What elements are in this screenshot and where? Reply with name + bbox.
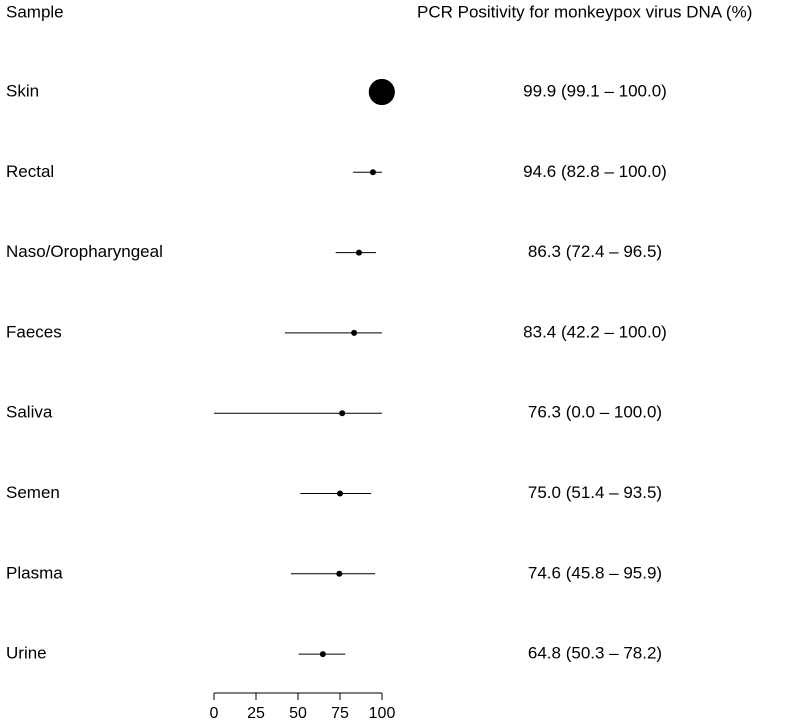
value-label: 94.6 (82.8 – 100.0) [523, 162, 667, 181]
value-label: 75.0 (51.4 – 93.5) [528, 483, 662, 502]
x-tick-label: 25 [247, 705, 265, 722]
value-label: 74.6 (45.8 – 95.9) [528, 563, 662, 582]
point [369, 169, 376, 176]
point [355, 249, 362, 256]
value-label: 86.3 (72.4 – 96.5) [528, 242, 662, 261]
row-label: Naso/Oropharyngeal [6, 242, 163, 261]
row-label: Saliva [6, 403, 53, 422]
value-header: PCR Positivity for monkeypox virus DNA (… [417, 2, 752, 21]
point [339, 410, 346, 417]
value-label: 83.4 (42.2 – 100.0) [523, 322, 667, 341]
row-label: Plasma [6, 563, 63, 582]
point [337, 490, 343, 497]
point [319, 651, 326, 658]
x-tick-label: 50 [289, 705, 307, 722]
point [336, 570, 343, 577]
label-header: Sample [6, 2, 64, 21]
point [368, 78, 395, 106]
value-label: 99.9 (99.1 – 100.0) [523, 81, 667, 100]
row-label: Rectal [6, 162, 54, 181]
row-label: Urine [6, 644, 47, 663]
row-label: Skin [6, 81, 39, 100]
row-label: Faeces [6, 322, 62, 341]
x-tick-label: 75 [331, 705, 349, 722]
point [351, 329, 358, 336]
value-label: 64.8 (50.3 – 78.2) [528, 644, 662, 663]
x-tick-label: 0 [210, 705, 219, 722]
x-tick-label: 100 [369, 705, 396, 722]
value-label: 76.3 (0.0 – 100.0) [528, 403, 662, 422]
row-label: Semen [6, 483, 60, 502]
